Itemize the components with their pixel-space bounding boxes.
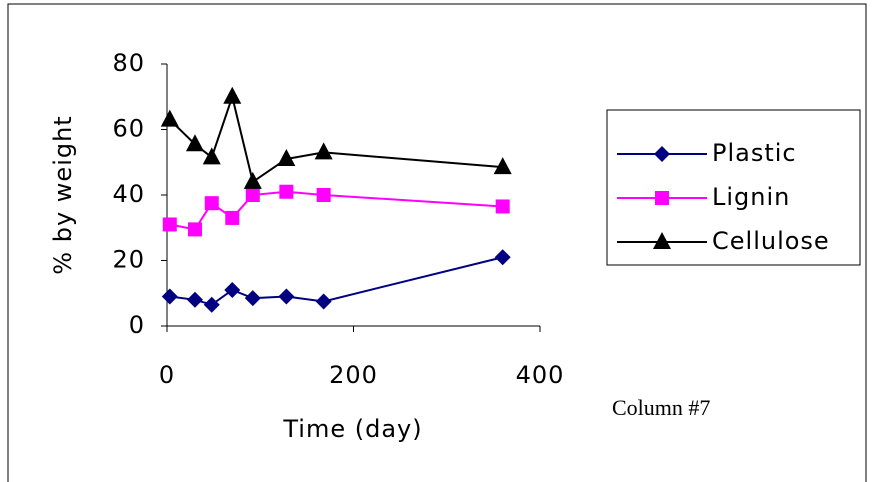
y-tick-label: 40 bbox=[112, 180, 145, 208]
x-tick-label: 0 bbox=[159, 361, 175, 389]
marker bbox=[279, 184, 294, 199]
marker bbox=[277, 148, 296, 166]
marker bbox=[225, 210, 240, 225]
annotation: Column #7 bbox=[612, 395, 710, 420]
marker bbox=[187, 222, 202, 237]
marker bbox=[655, 191, 669, 205]
marker bbox=[203, 296, 220, 313]
marker bbox=[160, 109, 179, 127]
marker bbox=[186, 291, 203, 308]
marker bbox=[243, 171, 262, 189]
series-line bbox=[169, 256, 503, 306]
legend-box bbox=[606, 109, 861, 266]
legend-label: Cellulose bbox=[712, 227, 830, 255]
marker bbox=[223, 86, 242, 104]
legend-label: Lignin bbox=[712, 183, 790, 211]
y-axis-title: % by weight bbox=[49, 115, 77, 274]
marker bbox=[244, 290, 261, 307]
marker bbox=[185, 134, 204, 152]
marker bbox=[202, 147, 221, 165]
marker bbox=[495, 199, 510, 214]
marker bbox=[316, 188, 331, 202]
x-tick-label: 400 bbox=[516, 361, 565, 389]
y-tick-label: 80 bbox=[112, 49, 145, 77]
marker bbox=[162, 217, 177, 232]
marker bbox=[654, 146, 670, 162]
y-tick-label: 0 bbox=[129, 311, 145, 339]
y-tick-label: 20 bbox=[112, 246, 145, 274]
marker bbox=[224, 281, 241, 298]
y-tick-label: 60 bbox=[112, 115, 145, 143]
marker bbox=[314, 142, 333, 160]
frame bbox=[7, 3, 867, 482]
x-tick-label: 200 bbox=[329, 361, 378, 389]
marker bbox=[494, 249, 511, 266]
legend-label: Plastic bbox=[712, 139, 797, 167]
series-line bbox=[169, 190, 503, 231]
series-line bbox=[169, 93, 503, 184]
marker bbox=[493, 157, 512, 175]
marker bbox=[315, 293, 332, 310]
marker bbox=[245, 188, 260, 202]
marker bbox=[204, 196, 219, 211]
marker bbox=[278, 288, 295, 305]
x-axis-title: Time (day) bbox=[282, 415, 422, 443]
marker bbox=[161, 288, 178, 305]
marker bbox=[653, 232, 671, 249]
